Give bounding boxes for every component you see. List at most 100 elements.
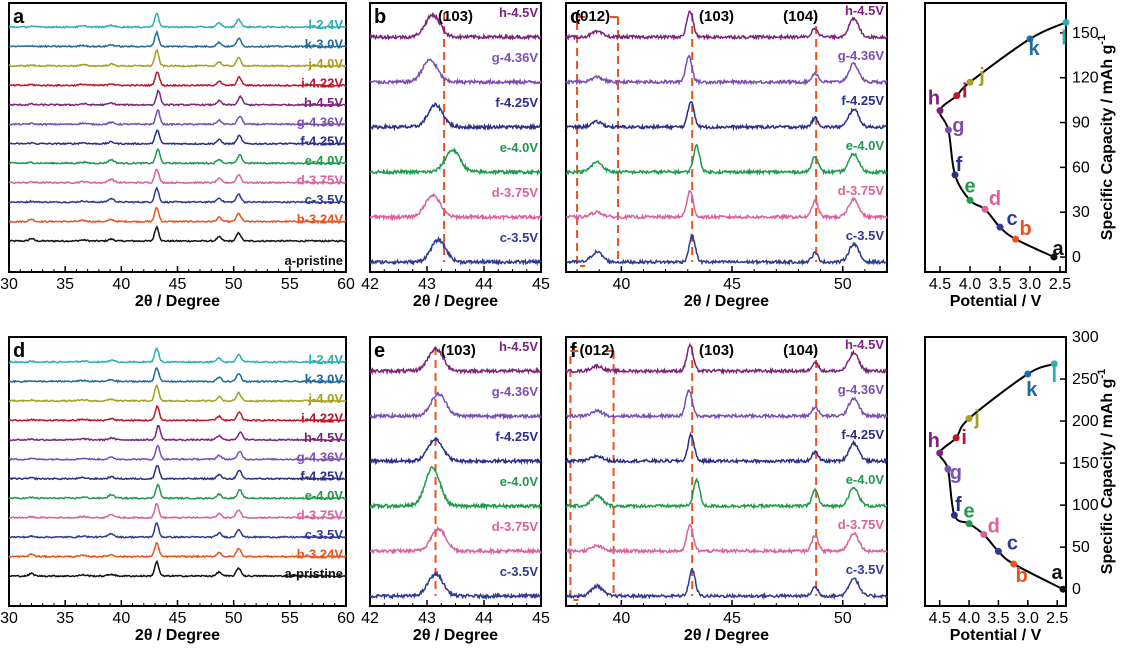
x-tick-label: 50 (834, 276, 852, 293)
x-tick-label: 35 (56, 610, 74, 627)
spectrum-k (8, 29, 347, 49)
spectrum-f (369, 102, 542, 132)
x-tick-label: 35 (56, 276, 74, 293)
series-label-h: h-4.5V (304, 430, 343, 445)
series-label-e: e-4.0V (846, 472, 885, 487)
panel-top_capacity: 4.5 4.0 3.5 3.0 2.50 30 60 90 120 150 Potential / … (924, 2, 1116, 310)
plane-label: (103) (438, 8, 473, 25)
state-point-d (981, 205, 989, 213)
state-label-f: f (955, 494, 962, 516)
spectrum-e (565, 477, 888, 510)
series-label-c: c-3.5V (500, 230, 539, 245)
y-axis-label-text: Specific Capacity / mAh g (1099, 379, 1116, 575)
panel-bottom_capacity: 4.5 4.0 3.5 3.0 2.50 50 100 150 200 250 300 Potenti… (924, 329, 1116, 644)
series-label-d: d-3.75V (492, 519, 539, 534)
x-axis-label: 2θ / Degree (135, 627, 220, 644)
x-tick-label: 3.5 (989, 276, 1011, 293)
spectrum-d (565, 189, 888, 221)
x-tick-label: 40 (612, 610, 630, 627)
spectrum-g (565, 54, 888, 87)
spectrum-i (8, 404, 347, 423)
series-label-l: l-2.4V (308, 352, 343, 367)
spectrum-d (565, 523, 888, 555)
spectrum-f (8, 129, 347, 146)
x-tick-label: 4.0 (958, 610, 980, 627)
series-label-e: e-4.0V (500, 474, 539, 489)
series-label-h: h-4.5V (499, 5, 538, 20)
y-axis-label: Specific Capacity / mAh g-1 (1096, 369, 1116, 574)
state-label-l: l (1051, 365, 1057, 387)
x-tick-label: 45 (169, 276, 187, 293)
spectrum-h (8, 425, 347, 442)
y-tick-label: 0 (1072, 581, 1081, 598)
series-label-a: a-pristine (284, 253, 343, 268)
series-label-d: d-3.75V (297, 173, 344, 188)
panel-label: e (374, 340, 385, 362)
state-point-j (965, 415, 973, 423)
spectrum-a (8, 225, 347, 243)
panel-c: 40 45 50 2θ / Degree c(012) (103) (104) c-3.5V d… (565, 2, 888, 310)
x-tick-label: 45 (723, 276, 741, 293)
y-tick-label: 0 (1072, 249, 1081, 266)
spectrum-f (8, 464, 347, 481)
spectrum-k (8, 367, 347, 384)
x-axis-label: 2θ / Degree (684, 627, 769, 644)
spectrum-g (565, 389, 888, 420)
panel-a: 30 35 40 45 50 55 60 2θ / Degree a a-pristine b-3.… (0, 2, 355, 310)
series-label-k: k-3.0V (305, 371, 344, 386)
spectrum-j (8, 384, 347, 403)
state-label-e: e (964, 501, 975, 523)
x-tick-label: 3.5 (987, 610, 1009, 627)
state-point-l (1050, 360, 1058, 368)
y-axis-label-superscript: -1 (1096, 35, 1108, 45)
plane-label: (012) (575, 8, 610, 25)
panel-label: c (570, 6, 581, 28)
state-label-l: l (1061, 27, 1067, 49)
x-tick-label: 50 (834, 610, 852, 627)
y-tick-label: 300 (1072, 329, 1099, 346)
x-tick-label: 4.5 (929, 276, 951, 293)
y-tick-label: 150 (1072, 455, 1099, 472)
series-label-f: f-4.25V (841, 427, 884, 442)
spectrum-l (8, 12, 347, 29)
spectrum-c (369, 235, 542, 267)
y-tick-label: 120 (1072, 70, 1099, 87)
state-point-b (1012, 235, 1020, 243)
spectrum-b (8, 207, 347, 224)
plane-label: (104) (783, 342, 818, 359)
series-label-l: l-2.4V (308, 17, 343, 32)
x-tick-label: 42 (361, 276, 379, 293)
state-label-a: a (1052, 238, 1064, 260)
state-label-j: j (973, 408, 980, 430)
y-axis-label-superscript: -1 (1096, 369, 1108, 379)
panel-label: b (374, 6, 386, 28)
bracket-guide (576, 16, 586, 267)
series-label-h: h-4.5V (304, 95, 343, 110)
spectrum-g (8, 444, 347, 462)
series-label-d: d-3.75V (492, 185, 539, 200)
y-tick-label: 50 (1072, 539, 1090, 556)
state-point-i (952, 434, 960, 442)
state-point-h (936, 107, 944, 115)
state-point-k (1026, 35, 1034, 43)
series-label-f: f-4.25V (300, 469, 343, 484)
y-tick-label: 250 (1072, 371, 1099, 388)
y-tick-label: 200 (1072, 413, 1099, 430)
x-tick-label: 43 (418, 610, 436, 627)
spectrum-b (8, 541, 347, 559)
spectrum-d (369, 193, 542, 222)
capacity-curve (938, 21, 1067, 258)
plot-frame (924, 336, 1067, 607)
plot-frame (565, 2, 888, 273)
state-point-g (944, 465, 952, 473)
series-label-g: g-4.36V (297, 114, 344, 129)
spectrum-g (8, 108, 347, 127)
spectrum-d (8, 168, 346, 185)
state-point-c (994, 547, 1002, 555)
y-tick-label: 100 (1072, 497, 1099, 514)
panel-label: d (13, 340, 25, 362)
series-label-c: c-3.5V (846, 228, 885, 243)
x-tick-label: 55 (281, 276, 299, 293)
